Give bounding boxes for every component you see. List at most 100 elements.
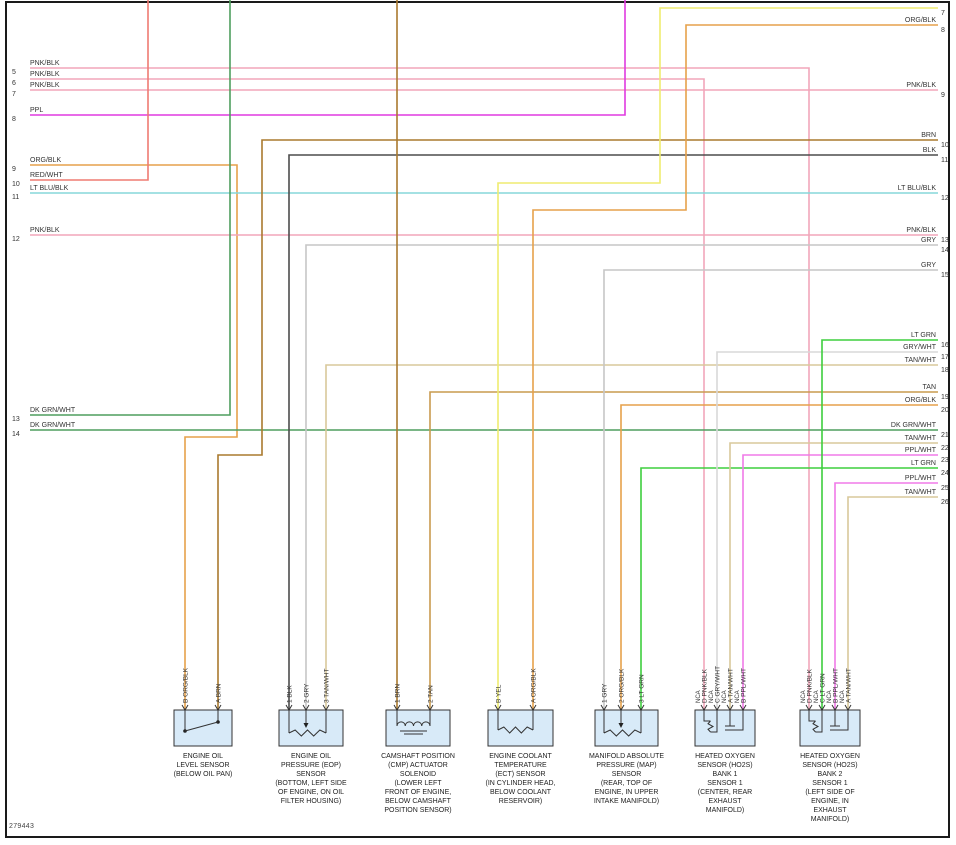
component-manifold-absolute-pressure-sensor-pin-1-label: 1 GRY bbox=[602, 683, 609, 703]
component-heated-oxygen-sensor-bank1-caption-line: SENSOR (HO2S) bbox=[697, 762, 752, 769]
right-pin-19-number: 19 bbox=[941, 394, 949, 401]
component-camshaft-position-actuator-solenoid-caption-line: FRONT OF ENGINE, bbox=[385, 789, 451, 796]
component-heated-oxygen-sensor-bank2-pin-B-label: B PPL/WHT bbox=[833, 668, 840, 703]
component-engine-coolant-temperature-sensor-caption-line: ENGINE COOLANT bbox=[489, 753, 552, 760]
component-engine-coolant-temperature-sensor: B YEL A ORG/BLK ENGINE COOLANT TEMPERATURE (… bbox=[485, 668, 555, 805]
pot-resistor-zigzag bbox=[603, 729, 642, 737]
component-engine-oil-level-sensor-caption-line: LEVEL SENSOR bbox=[176, 762, 229, 769]
o2-cell-lead bbox=[840, 710, 849, 731]
right-pin-7-number: 7 bbox=[941, 10, 945, 17]
wire-blk-eop-pin1-to-right11 bbox=[288, 154, 938, 710]
component-engine-oil-pressure-sensor-box bbox=[278, 709, 344, 747]
component-manifold-absolute-pressure-sensor-caption-line: (REAR, TOP OF bbox=[601, 780, 652, 787]
component-engine-coolant-temperature-sensor-caption-line: BELOW COOLANT bbox=[490, 789, 552, 796]
component-manifold-absolute-pressure-sensor: 1 GRY 2 ORG/BLK 3 LT GRN MANIFOLD ABSOLUTE P… bbox=[589, 668, 664, 805]
component-heated-oxygen-sensor-bank1-pin-B-nca-label: NCA bbox=[735, 690, 741, 703]
wire-pplwht-ho2s-b2-pin-b-to-right25 bbox=[834, 482, 938, 710]
o2-heater-zigzag bbox=[707, 720, 715, 733]
component-heated-oxygen-sensor-bank1-pin-C-label: C GRY/WHT bbox=[715, 666, 722, 703]
component-engine-oil-pressure-sensor-caption-line: PRESSURE (EOP) bbox=[281, 762, 341, 769]
right-pin-12-number: 12 bbox=[941, 195, 949, 202]
pot-wiper-arrow bbox=[618, 723, 624, 728]
component-engine-oil-pressure-sensor-pin-3-label: 3 TAN/WHT bbox=[324, 669, 331, 703]
right-pin-26-color-label: TAN/WHT bbox=[905, 489, 937, 496]
right-pin-17-color-label: GRY/WHT bbox=[903, 344, 937, 351]
right-pin-14-number: 14 bbox=[941, 247, 949, 254]
right-pin-14-color-label: GRY bbox=[921, 237, 936, 244]
component-heated-oxygen-sensor-bank2-pin-B-nca-label: NCA bbox=[827, 690, 833, 703]
component-heated-oxygen-sensor-bank2-pin-D-label: D PNK/BLK bbox=[807, 668, 814, 703]
component-camshaft-position-actuator-solenoid-box bbox=[385, 709, 451, 747]
component-heated-oxygen-sensor-bank2-caption-line: (LEFT SIDE OF bbox=[805, 789, 854, 796]
right-pin-9-color-label: PNK/BLK bbox=[906, 82, 936, 89]
wire-gry-map-pin1-to-right15 bbox=[603, 269, 938, 710]
left-pin-14-number: 14 bbox=[12, 431, 20, 438]
resistor-symbol-icon bbox=[497, 710, 534, 734]
component-heated-oxygen-sensor-bank1-caption-line: HEATED OXYGEN bbox=[695, 753, 755, 760]
component-manifold-absolute-pressure-sensor-caption-line: MANIFOLD ABSOLUTE bbox=[589, 753, 664, 760]
right-pin-8-color-label: ORG/BLK bbox=[905, 17, 936, 24]
component-heated-oxygen-sensor-bank1-pin-A-label: A TAN/WHT bbox=[728, 668, 735, 703]
component-heated-oxygen-sensor-bank2-box bbox=[799, 709, 861, 747]
component-engine-oil-level-sensor-pin-B-label: B ORG/BLK bbox=[183, 667, 190, 703]
component-camshaft-position-actuator-solenoid-caption-line: POSITION SENSOR) bbox=[384, 807, 451, 814]
left-pin-12-color-label: PNK/BLK bbox=[30, 227, 60, 234]
right-pin-16-number: 16 bbox=[941, 342, 949, 349]
left-pin-14-color-label: DK GRN/WHT bbox=[30, 422, 76, 429]
switch-blade bbox=[184, 721, 219, 732]
o2-sensor-symbol-icon bbox=[808, 710, 849, 733]
left-pin-9-color-label: ORG/BLK bbox=[30, 157, 61, 164]
o2-heater-zigzag bbox=[812, 720, 820, 733]
component-heated-oxygen-sensor-bank1-pin-D-nca-label: NCA bbox=[696, 690, 702, 703]
right-pin-10-color-label: BRN bbox=[921, 132, 936, 139]
component-heated-oxygen-sensor-bank2-caption-line: EXHAUST bbox=[813, 807, 847, 814]
component-engine-oil-pressure-sensor-pin-2-label: 2 GRY bbox=[304, 683, 311, 703]
component-engine-oil-pressure-sensor-caption-line: OF ENGINE, ON OIL bbox=[278, 789, 344, 796]
left-pin-5-color-label: PNK/BLK bbox=[30, 60, 60, 67]
right-pin-21-color-label: DK GRN/WHT bbox=[891, 422, 937, 429]
pot-resistor-zigzag bbox=[288, 729, 327, 737]
right-pin-19-color-label: TAN bbox=[923, 384, 936, 391]
wire-orgblk-map-pin2-to-right20 bbox=[620, 404, 938, 710]
right-pin-22-number: 22 bbox=[941, 445, 949, 452]
o2-heater-lead bbox=[710, 710, 718, 733]
o2-sensor-symbol-icon bbox=[703, 710, 744, 733]
left-pin-5-number: 5 bbox=[12, 69, 16, 76]
component-camshaft-position-actuator-solenoid-pin-2-label: 2 TAN bbox=[428, 685, 435, 703]
wire-ltgrn-ho2s-b2-pin-c-to-right16 bbox=[821, 339, 938, 710]
wire-ppl-left8-to-top bbox=[30, 0, 626, 116]
left-pin-11-color-label: LT BLU/BLK bbox=[30, 185, 69, 192]
component-engine-coolant-temperature-sensor-caption-line: RESERVOIR) bbox=[499, 798, 542, 805]
wire-pnkblk-left6-to-ho2s-b1-pin-d bbox=[30, 78, 705, 710]
component-engine-oil-level-sensor-caption-line: ENGINE OIL bbox=[183, 753, 223, 760]
component-heated-oxygen-sensor-bank1-box bbox=[694, 709, 756, 747]
wire-brn-oil-level-pin-a-to-right10 bbox=[217, 139, 938, 710]
component-engine-oil-level-sensor-pin-A-label: A BRN bbox=[216, 683, 223, 703]
right-pin-23-color-label: PPL/WHT bbox=[905, 447, 937, 454]
diagram-frame bbox=[5, 1, 950, 838]
right-pin-24-number: 24 bbox=[941, 470, 949, 477]
right-pin-24-color-label: LT GRN bbox=[911, 460, 936, 467]
component-engine-coolant-temperature-sensor-caption-line: (ECT) SENSOR bbox=[495, 771, 545, 778]
right-pin-8-number: 8 bbox=[941, 27, 945, 34]
component-heated-oxygen-sensor-bank2-caption-line: HEATED OXYGEN bbox=[800, 753, 860, 760]
o2-heater-lead bbox=[808, 710, 816, 722]
solenoid-symbol-icon bbox=[396, 710, 431, 735]
component-heated-oxygen-sensor-bank1-caption-line: (CENTER, REAR bbox=[698, 789, 752, 796]
component-engine-coolant-temperature-sensor-pin-B-label: B YEL bbox=[496, 684, 503, 703]
right-pin-25-color-label: PPL/WHT bbox=[905, 475, 937, 482]
wire-orgblk-left9-to-oil-level-pin-b bbox=[30, 164, 238, 710]
wire-pplwht-ho2s-b1-pin-b-to-right23 bbox=[742, 454, 938, 710]
component-manifold-absolute-pressure-sensor-caption-line: ENGINE, IN UPPER bbox=[595, 789, 659, 796]
component-manifold-absolute-pressure-sensor-caption-line: PRESSURE (MAP) bbox=[596, 762, 656, 769]
wire-ltgrn-map-pin3-to-right24 bbox=[640, 467, 938, 710]
component-engine-oil-pressure-sensor: 1 BLK 2 GRY 3 TAN/WHT ENGINE OIL PRESSURE (E… bbox=[275, 669, 347, 805]
right-pin-20-color-label: ORG/BLK bbox=[905, 397, 936, 404]
left-pin-9-number: 9 bbox=[12, 166, 16, 173]
right-pin-17-number: 17 bbox=[941, 354, 949, 361]
component-camshaft-position-actuator-solenoid-caption-line: (LOWER LEFT bbox=[394, 780, 442, 787]
